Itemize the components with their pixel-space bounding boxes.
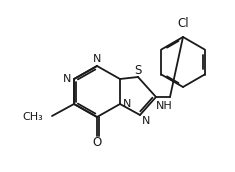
Text: N: N (63, 74, 71, 84)
Text: O: O (92, 136, 102, 148)
Text: Cl: Cl (177, 17, 189, 30)
Text: NH: NH (156, 101, 172, 111)
Text: CH₃: CH₃ (22, 112, 43, 122)
Text: N: N (123, 99, 131, 109)
Text: S: S (134, 63, 142, 77)
Text: N: N (93, 54, 101, 64)
Text: N: N (142, 116, 150, 126)
